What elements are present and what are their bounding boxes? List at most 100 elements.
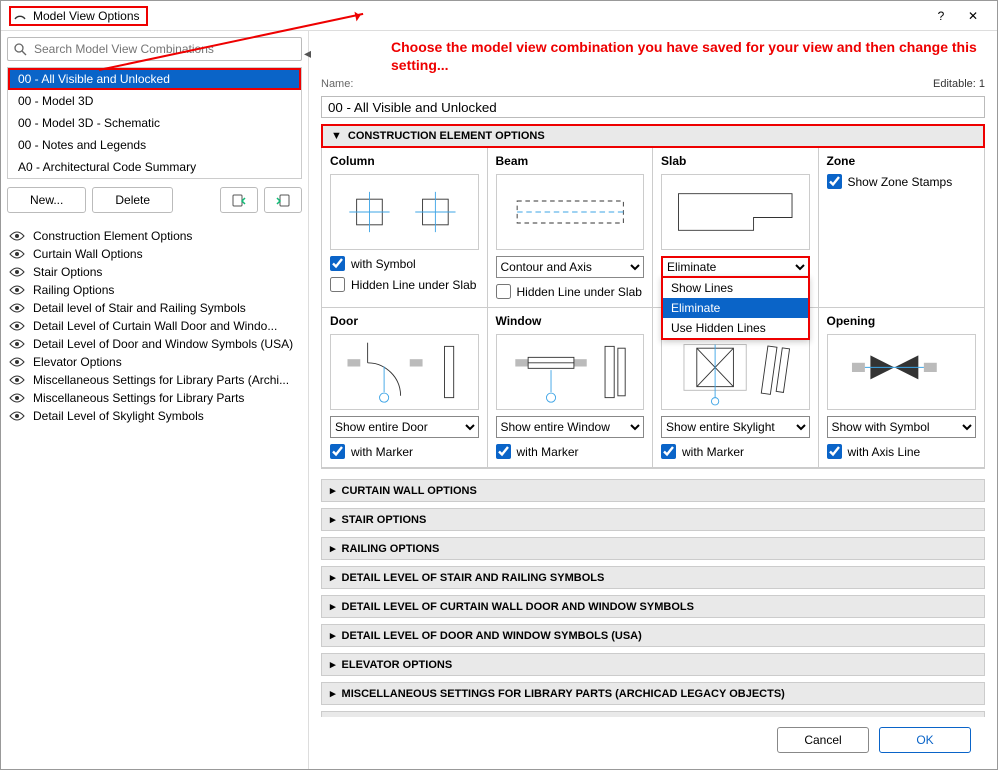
title-highlight: Model View Options — [9, 6, 148, 26]
category-item[interactable]: Stair Options — [7, 263, 302, 281]
beam-hidden-label: Hidden Line under Slab — [517, 285, 642, 299]
right-pane: Choose the model view combination you ha… — [309, 31, 997, 769]
combo-row[interactable]: 00 - Model 3D — [8, 90, 301, 112]
dialog: Model View Options ? ✕ ◂ 00 - All Visibl… — [0, 0, 998, 770]
category-item[interactable]: Curtain Wall Options — [7, 245, 302, 263]
collapsed-section-header[interactable]: ▸STAIR OPTIONS — [321, 508, 985, 531]
opening-axis-checkbox[interactable] — [827, 444, 842, 459]
name-input[interactable] — [321, 96, 985, 118]
category-item[interactable]: Miscellaneous Settings for Library Parts — [7, 389, 302, 407]
column-hidden-checkbox[interactable] — [330, 277, 345, 292]
column-title: Column — [330, 154, 479, 168]
collapsed-section-header[interactable]: ▸MISCELLANEOUS SETTINGS FOR LIBRARY PART… — [321, 682, 985, 705]
titlebar: Model View Options ? ✕ — [1, 1, 997, 31]
skylight-marker-checkbox[interactable] — [661, 444, 676, 459]
disclosure-right-icon: ▸ — [330, 484, 336, 497]
slab-dropdown-popup[interactable]: Show LinesEliminateUse Hidden Lines — [661, 276, 810, 340]
door-cell: Door Show entire Door with Marker — [322, 308, 488, 468]
collapsed-section-header[interactable]: ▸CURTAIN WALL OPTIONS — [321, 479, 985, 502]
skylight-dropdown[interactable]: Show entire Skylight — [661, 416, 810, 438]
beam-preview — [496, 174, 645, 250]
dialog-title: Model View Options — [33, 9, 140, 23]
window-dropdown[interactable]: Show entire Window — [496, 416, 645, 438]
slab-option[interactable]: Eliminate — [663, 298, 808, 318]
search-box — [7, 37, 302, 61]
collapsed-section-header[interactable]: ▸RAILING OPTIONS — [321, 537, 985, 560]
beam-title: Beam — [496, 154, 645, 168]
disclosure-right-icon: ▸ — [330, 600, 336, 613]
beam-hidden-checkbox[interactable] — [496, 284, 511, 299]
cancel-button[interactable]: Cancel — [777, 727, 869, 753]
door-preview — [330, 334, 479, 410]
help-icon[interactable]: ? — [925, 4, 957, 28]
collapsed-section-header[interactable]: ▸DETAIL LEVEL OF STAIR AND RAILING SYMBO… — [321, 566, 985, 589]
slab-title: Slab — [661, 154, 810, 168]
column-hidden-label: Hidden Line under Slab — [351, 278, 476, 292]
window-preview — [496, 334, 645, 410]
section-title: CONSTRUCTION ELEMENT OPTIONS — [348, 130, 545, 142]
category-item[interactable]: Detail Level of Skylight Symbols — [7, 407, 302, 425]
category-item[interactable]: Construction Element Options — [7, 227, 302, 245]
combo-row[interactable]: 00 - Model 3D - Schematic — [8, 112, 301, 134]
zone-cell: Zone Show Zone Stamps — [819, 148, 985, 308]
column-preview — [330, 174, 479, 250]
category-item[interactable]: Elevator Options — [7, 353, 302, 371]
category-item[interactable]: Railing Options — [7, 281, 302, 299]
eye-icon — [9, 248, 25, 260]
category-item[interactable]: Detail level of Stair and Railing Symbol… — [7, 299, 302, 317]
door-dropdown[interactable]: Show entire Door — [330, 416, 479, 438]
combo-row[interactable]: A0 - Architectural Code Summary — [8, 156, 301, 178]
export-button[interactable] — [264, 187, 302, 213]
construction-section-header[interactable]: ▼ CONSTRUCTION ELEMENT OPTIONS — [321, 124, 985, 148]
column-symbol-label: with Symbol — [351, 257, 416, 271]
window-title: Window — [496, 314, 645, 328]
new-button[interactable]: New... — [7, 187, 86, 213]
disclosure-right-icon: ▸ — [330, 687, 336, 700]
eye-icon — [9, 356, 25, 368]
zone-title: Zone — [827, 154, 977, 168]
combo-list[interactable]: 00 - All Visible and Unlocked00 - Model … — [7, 67, 302, 179]
skylight-preview — [661, 334, 810, 410]
beam-cell: Beam Contour and Axis Hidden Line under … — [488, 148, 654, 308]
eye-icon — [9, 410, 25, 422]
opening-cell: Opening Show with Symbol with Axis Line — [819, 308, 985, 468]
zone-stamps-checkbox[interactable] — [827, 174, 842, 189]
name-label: Name: — [321, 78, 353, 90]
delete-button[interactable]: Delete — [92, 187, 173, 213]
collapsed-section-header[interactable]: ▸DETAIL LEVEL OF CURTAIN WALL DOOR AND W… — [321, 595, 985, 618]
disclosure-right-icon: ▸ — [330, 571, 336, 584]
eye-icon — [9, 266, 25, 278]
collapsed-section-header[interactable]: ▸DETAIL LEVEL OF DOOR AND WINDOW SYMBOLS… — [321, 624, 985, 647]
slab-cell: Slab Eliminate Show LinesEliminateUse Hi… — [653, 148, 819, 308]
category-list: Construction Element OptionsCurtain Wall… — [7, 227, 302, 425]
window-marker-checkbox[interactable] — [496, 444, 511, 459]
collapsed-sections: ▸CURTAIN WALL OPTIONS ▸STAIR OPTIONS ▸RAIL… — [321, 479, 985, 717]
ok-button[interactable]: OK — [879, 727, 971, 753]
slab-option[interactable]: Use Hidden Lines — [663, 318, 808, 338]
column-symbol-checkbox[interactable] — [330, 256, 345, 271]
import-button[interactable] — [220, 187, 258, 213]
beam-dropdown[interactable]: Contour and Axis — [496, 256, 645, 278]
column-cell: Column with Symbol Hidden Line under Sla… — [322, 148, 488, 308]
opening-dropdown[interactable]: Show with Symbol — [827, 416, 977, 438]
slab-dropdown[interactable]: Eliminate — [661, 256, 810, 278]
collapsed-section-header[interactable]: ▸ELEVATOR OPTIONS — [321, 653, 985, 676]
door-marker-label: with Marker — [351, 445, 413, 459]
category-item[interactable]: Miscellaneous Settings for Library Parts… — [7, 371, 302, 389]
window-cell: Window Show entire Window with Marker — [488, 308, 654, 468]
eye-icon — [9, 302, 25, 314]
search-input[interactable] — [7, 37, 302, 61]
search-icon — [13, 42, 27, 56]
combo-row[interactable]: 00 - All Visible and Unlocked — [8, 68, 301, 90]
door-marker-checkbox[interactable] — [330, 444, 345, 459]
zone-stamps-label: Show Zone Stamps — [848, 175, 953, 189]
disclosure-down-icon: ▼ — [331, 130, 342, 142]
opening-axis-label: with Axis Line — [848, 445, 921, 459]
opening-preview — [827, 334, 977, 410]
close-icon[interactable]: ✕ — [957, 4, 989, 28]
combo-row[interactable]: 00 - Notes and Legends — [8, 134, 301, 156]
slab-option[interactable]: Show Lines — [663, 278, 808, 298]
category-item[interactable]: Detail Level of Curtain Wall Door and Wi… — [7, 317, 302, 335]
category-item[interactable]: Detail Level of Door and Window Symbols … — [7, 335, 302, 353]
disclosure-right-icon: ▸ — [330, 542, 336, 555]
